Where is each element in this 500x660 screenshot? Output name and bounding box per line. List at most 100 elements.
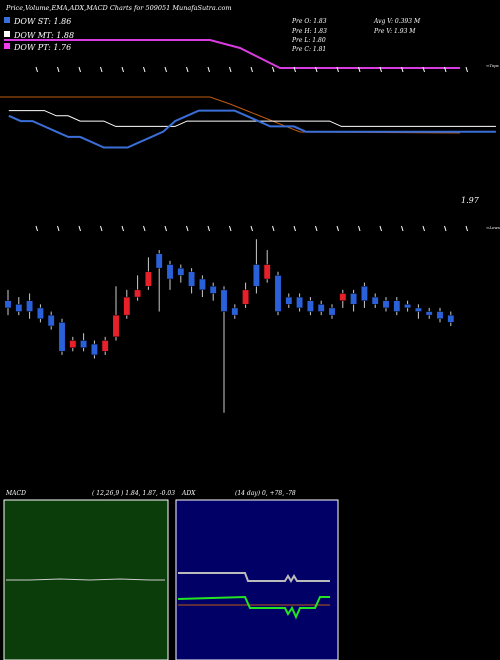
candle-body: [15, 304, 23, 312]
low-tick: [293, 225, 296, 232]
candle-body: [47, 314, 55, 327]
low-tick: [121, 225, 124, 232]
candle-body: [220, 289, 228, 312]
top-tick: [229, 66, 232, 73]
candle-body: [26, 300, 34, 312]
top-tick: [401, 66, 404, 73]
top-tick-marks: [35, 66, 468, 73]
candle-body: [296, 296, 304, 309]
stats-block: Pre O: 1.83 Pre H: 1.83 Pre L: 1.80 Pre …: [291, 18, 421, 53]
low-tick: [358, 225, 361, 232]
candle-body: [350, 293, 358, 305]
top-tick: [186, 66, 189, 73]
top-tick: [164, 66, 167, 73]
candle-body: [198, 278, 206, 291]
candle-body: [188, 271, 196, 287]
candle-body: [134, 289, 142, 298]
top-tick: [422, 66, 425, 73]
top-tick: [143, 66, 146, 73]
low-tick: [401, 225, 404, 232]
candle-body: [360, 285, 368, 301]
candle-body: [69, 340, 77, 348]
candle-body: [144, 271, 152, 287]
stat-prev-volume: Pre V: 1.93 M: [373, 28, 416, 35]
candle-body: [371, 296, 379, 305]
low-tick: [143, 225, 146, 232]
stat-prev-low: Pre L: 1.80: [291, 37, 326, 44]
candle-body: [425, 311, 433, 316]
stat-prev-close: Pre C: 1.81: [291, 46, 326, 53]
macd-label: MACD: [5, 490, 26, 497]
candle-body: [112, 314, 120, 338]
top-tick: [100, 66, 103, 73]
dow-st-line: [8, 109, 496, 149]
low-tick: [272, 225, 275, 232]
candles: [4, 239, 455, 413]
legend-st-swatch: [4, 17, 10, 23]
candle-body: [166, 264, 174, 280]
top-tick: [57, 66, 60, 73]
macd-params: ( 12,26,9 ) 1.84, 1.87, -0.03: [92, 490, 175, 497]
stat-prev-open: Pre O: 1.83: [291, 18, 327, 25]
top-tick: [272, 66, 275, 73]
stat-avg-volume: Avg V: 0.393 M: [373, 18, 421, 25]
top-tick: [207, 66, 210, 73]
last-price-label: 1.97: [461, 196, 480, 205]
candle-body: [4, 300, 12, 309]
candle-body: [209, 285, 217, 294]
candle-body: [36, 307, 44, 320]
candle-body: [252, 264, 260, 287]
low-tick: [422, 225, 425, 232]
price-series: [8, 109, 496, 149]
candle-body: [404, 304, 412, 309]
legend-pt-swatch: [4, 43, 10, 49]
legend-st-label: DOW ST: 1.86: [13, 17, 71, 26]
low-tick: [186, 225, 189, 232]
adx-line: [178, 572, 330, 583]
reference-lines: [0, 39, 461, 134]
candle-body: [58, 322, 66, 352]
adx-label: ADX: [181, 490, 196, 497]
top-tick: [358, 66, 361, 73]
low-tick: [100, 225, 103, 232]
dow-pt-line: [4, 39, 460, 69]
low-tick: [78, 225, 81, 232]
legend-pt-label: DOW PT: 1.76: [13, 43, 71, 52]
top-tick: [465, 66, 468, 73]
low-tick: [207, 225, 210, 232]
low-tick: [336, 225, 339, 232]
macd-line: [6, 578, 165, 581]
candle-body: [306, 300, 314, 312]
adx-green-line: [177, 595, 330, 620]
candle-body: [382, 300, 390, 309]
low-tick: [35, 225, 38, 232]
low-tick: [379, 225, 382, 232]
candle-body: [155, 253, 163, 269]
candle-body: [285, 296, 293, 305]
candle-body: [231, 307, 239, 316]
candle-body: [414, 307, 422, 312]
candle-body: [436, 311, 444, 320]
candle-body: [90, 343, 98, 356]
side-label-tops: ≈Tops: [486, 63, 499, 68]
chart-title: Price,Volume,EMA,ADX,MACD Charts for 509…: [5, 4, 232, 12]
side-label-lows: ≈Lows: [486, 225, 500, 230]
low-tick: [315, 225, 318, 232]
low-tick: [164, 225, 167, 232]
candle-body: [242, 289, 250, 305]
candle-body: [101, 340, 109, 352]
top-tick: [250, 66, 253, 73]
top-tick: [444, 66, 447, 73]
low-tick: [465, 225, 468, 232]
legend-mt-label: DOW MT: 1.88: [13, 31, 74, 40]
low-tick: [444, 225, 447, 232]
candle-body: [393, 300, 401, 312]
dow-mt-line: [8, 110, 496, 127]
top-tick: [293, 66, 296, 73]
candle-body: [328, 307, 336, 316]
candle-body: [317, 304, 325, 312]
low-tick: [229, 225, 232, 232]
candle-body: [80, 340, 88, 348]
top-tick: [315, 66, 318, 73]
